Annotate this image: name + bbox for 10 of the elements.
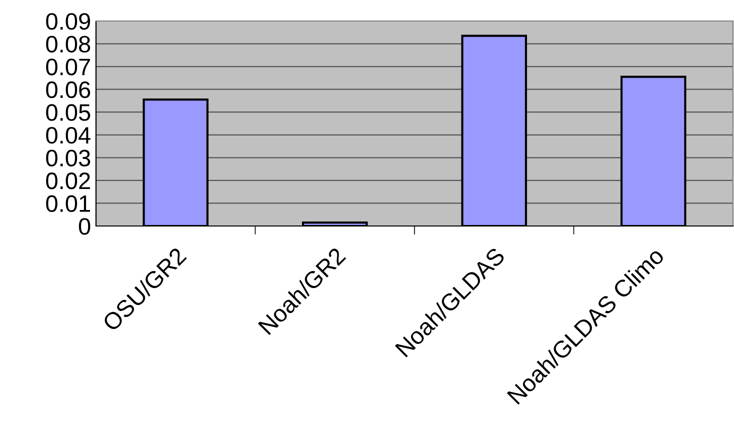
y-tick-label: 0.03	[46, 150, 90, 166]
y-tick-label: 0.07	[46, 58, 90, 76]
y-tick-label: 0.05	[46, 104, 90, 121]
y-tick-label: 0.06	[46, 81, 90, 98]
y-tick-label: 0.02	[46, 172, 90, 190]
y-tick-label: 0.08	[46, 36, 90, 53]
y-tick-label: 0.04	[46, 126, 90, 144]
y-tick-label: 0.09	[46, 13, 90, 30]
y-tick-label: 0	[78, 218, 90, 235]
y-tick-label: 0.01	[46, 195, 90, 212]
